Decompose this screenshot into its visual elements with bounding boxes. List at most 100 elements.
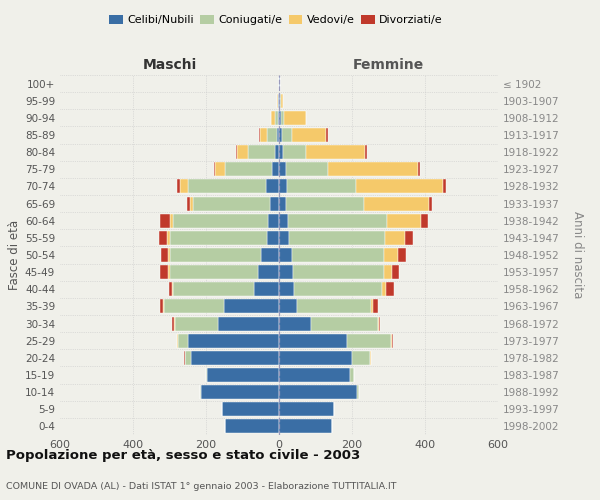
Bar bbox=[170, 248, 262, 262]
Bar bbox=[279, 214, 288, 228]
Bar bbox=[384, 265, 392, 279]
Text: Maschi: Maschi bbox=[142, 58, 197, 71]
Bar bbox=[382, 282, 386, 296]
Bar bbox=[279, 180, 287, 194]
Bar bbox=[292, 248, 385, 262]
Bar bbox=[184, 351, 185, 365]
Bar bbox=[279, 402, 334, 416]
Bar bbox=[163, 300, 164, 314]
Text: Femmine: Femmine bbox=[353, 58, 424, 71]
Bar bbox=[279, 265, 293, 279]
Bar bbox=[267, 128, 277, 142]
Bar bbox=[279, 162, 286, 176]
Bar bbox=[377, 316, 379, 330]
Bar bbox=[328, 162, 418, 176]
Bar bbox=[282, 128, 292, 142]
Bar bbox=[188, 334, 279, 347]
Bar bbox=[280, 94, 281, 108]
Text: Popolazione per età, sesso e stato civile - 2003: Popolazione per età, sesso e stato civil… bbox=[6, 450, 360, 462]
Bar bbox=[428, 196, 432, 210]
Bar bbox=[279, 351, 352, 365]
Bar bbox=[236, 145, 238, 159]
Bar bbox=[268, 231, 279, 245]
Bar bbox=[418, 162, 420, 176]
Text: COMUNE DI OVADA (AL) - Dati ISTAT 1° gennaio 2003 - Elaborazione TUTTITALIA.IT: COMUNE DI OVADA (AL) - Dati ISTAT 1° gen… bbox=[6, 482, 397, 491]
Bar bbox=[169, 265, 258, 279]
Bar bbox=[279, 385, 358, 399]
Bar bbox=[365, 145, 367, 159]
Bar bbox=[275, 145, 279, 159]
Bar bbox=[278, 111, 279, 125]
Bar bbox=[275, 111, 278, 125]
Bar bbox=[279, 111, 281, 125]
Bar bbox=[281, 94, 283, 108]
Bar bbox=[260, 128, 267, 142]
Bar bbox=[170, 231, 268, 245]
Bar bbox=[364, 196, 428, 210]
Bar bbox=[206, 368, 208, 382]
Bar bbox=[259, 128, 260, 142]
Bar bbox=[421, 214, 428, 228]
Bar bbox=[373, 300, 378, 314]
Bar bbox=[286, 162, 328, 176]
Bar bbox=[277, 94, 278, 108]
Bar bbox=[159, 231, 167, 245]
Bar bbox=[405, 231, 413, 245]
Bar bbox=[305, 111, 307, 125]
Y-axis label: Fasce di età: Fasce di età bbox=[8, 220, 21, 290]
Bar bbox=[180, 180, 188, 194]
Bar bbox=[279, 334, 347, 347]
Bar bbox=[191, 351, 279, 365]
Bar bbox=[279, 282, 293, 296]
Bar bbox=[279, 420, 332, 434]
Bar bbox=[388, 214, 421, 228]
Bar bbox=[172, 282, 173, 296]
Bar bbox=[279, 128, 282, 142]
Bar bbox=[379, 316, 380, 330]
Bar bbox=[352, 351, 370, 365]
Bar bbox=[279, 316, 311, 330]
Bar bbox=[248, 145, 275, 159]
Bar bbox=[187, 196, 190, 210]
Bar bbox=[287, 180, 356, 194]
Bar bbox=[279, 196, 286, 210]
Bar bbox=[289, 231, 385, 245]
Bar bbox=[279, 145, 283, 159]
Bar bbox=[193, 196, 270, 210]
Bar bbox=[311, 316, 377, 330]
Bar bbox=[167, 248, 170, 262]
Bar bbox=[270, 196, 279, 210]
Bar bbox=[215, 162, 225, 176]
Y-axis label: Anni di nascita: Anni di nascita bbox=[571, 212, 584, 298]
Bar bbox=[358, 385, 359, 399]
Bar bbox=[292, 128, 326, 142]
Bar bbox=[283, 145, 306, 159]
Bar bbox=[279, 300, 297, 314]
Bar bbox=[277, 128, 279, 142]
Bar bbox=[350, 368, 354, 382]
Bar bbox=[293, 265, 384, 279]
Bar bbox=[398, 248, 406, 262]
Bar bbox=[356, 180, 443, 194]
Bar bbox=[177, 180, 180, 194]
Bar bbox=[347, 334, 391, 347]
Bar bbox=[279, 94, 280, 108]
Bar bbox=[279, 76, 280, 90]
Bar bbox=[208, 368, 279, 382]
Bar bbox=[173, 214, 268, 228]
Bar bbox=[288, 214, 388, 228]
Bar bbox=[268, 214, 279, 228]
Bar bbox=[225, 420, 279, 434]
Bar bbox=[443, 180, 446, 194]
Bar bbox=[160, 265, 168, 279]
Bar bbox=[223, 402, 279, 416]
Bar bbox=[170, 214, 173, 228]
Bar bbox=[385, 248, 398, 262]
Bar bbox=[371, 300, 373, 314]
Bar bbox=[271, 111, 275, 125]
Bar bbox=[178, 334, 188, 347]
Bar bbox=[218, 316, 279, 330]
Bar bbox=[392, 265, 400, 279]
Bar bbox=[279, 368, 350, 382]
Bar bbox=[172, 316, 174, 330]
